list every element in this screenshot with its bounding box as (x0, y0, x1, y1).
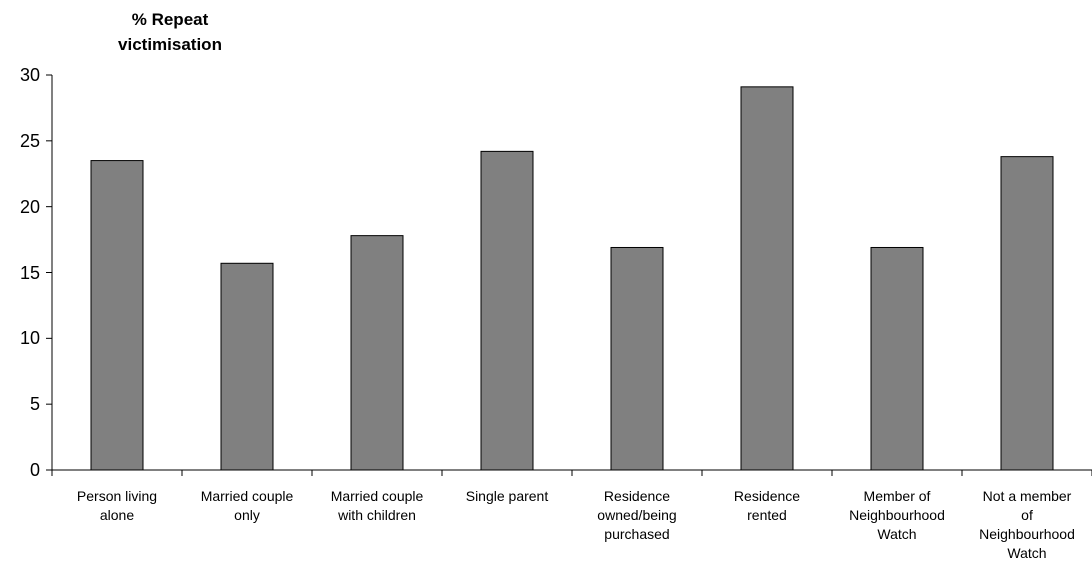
bar (870, 246, 924, 471)
y-axis-title: % Repeat victimisation (118, 10, 222, 54)
y-tick-label: 25 (19, 130, 40, 151)
y-tick-label: 15 (19, 262, 40, 283)
bar (1000, 156, 1054, 471)
x-tick-label: Person living alone (76, 488, 158, 523)
x-tick-label: Residence owned/being purchased (597, 488, 677, 542)
bar (90, 160, 144, 471)
y-tick-label: 0 (29, 460, 40, 480)
x-tick-label: Married couple with children (330, 488, 424, 523)
y-tick-label: 10 (19, 328, 40, 349)
bar (220, 262, 274, 471)
x-tick-label: Single parent (465, 488, 549, 504)
x-tick-label: Member of Neighbourhood Watch (849, 488, 945, 542)
bar (610, 246, 664, 471)
x-tick-label: Residence rented (733, 488, 801, 523)
x-tick-label: Married couple only (200, 488, 294, 523)
bar (480, 150, 534, 471)
bar (740, 86, 794, 471)
x-tick-label: Not a member of Neighbourhood Watch (979, 488, 1075, 561)
y-tick-label: 30 (19, 65, 40, 85)
y-tick-label: 5 (29, 394, 40, 415)
bar (350, 235, 404, 471)
y-tick-label: 20 (19, 196, 40, 217)
